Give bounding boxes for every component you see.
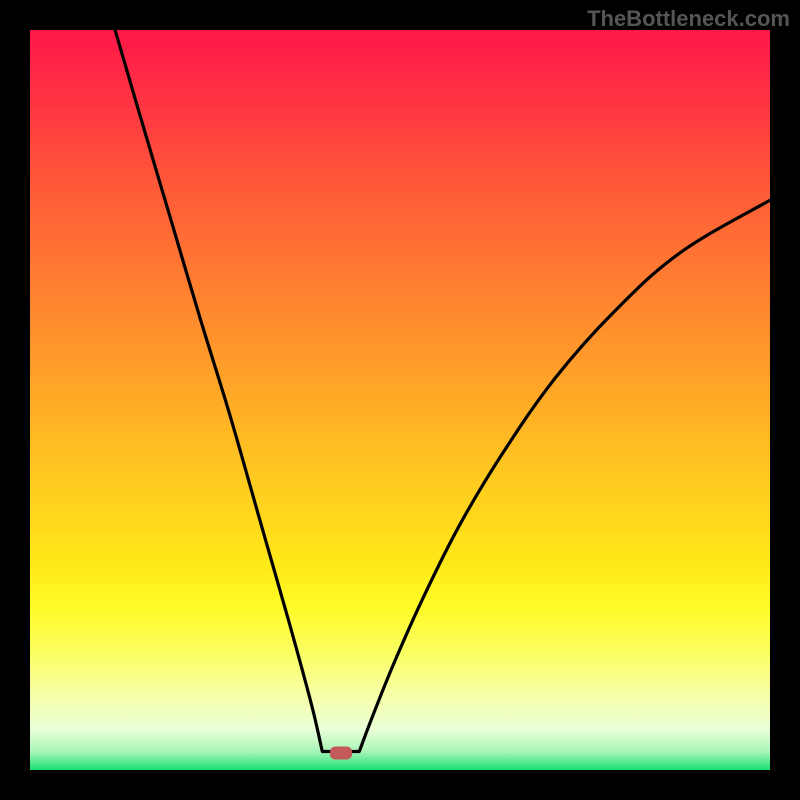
watermark-text: TheBottleneck.com <box>587 6 790 32</box>
plot-area <box>30 30 770 770</box>
vertex-marker <box>330 746 352 759</box>
bottleneck-curve <box>30 30 770 770</box>
curve-path <box>115 30 770 752</box>
